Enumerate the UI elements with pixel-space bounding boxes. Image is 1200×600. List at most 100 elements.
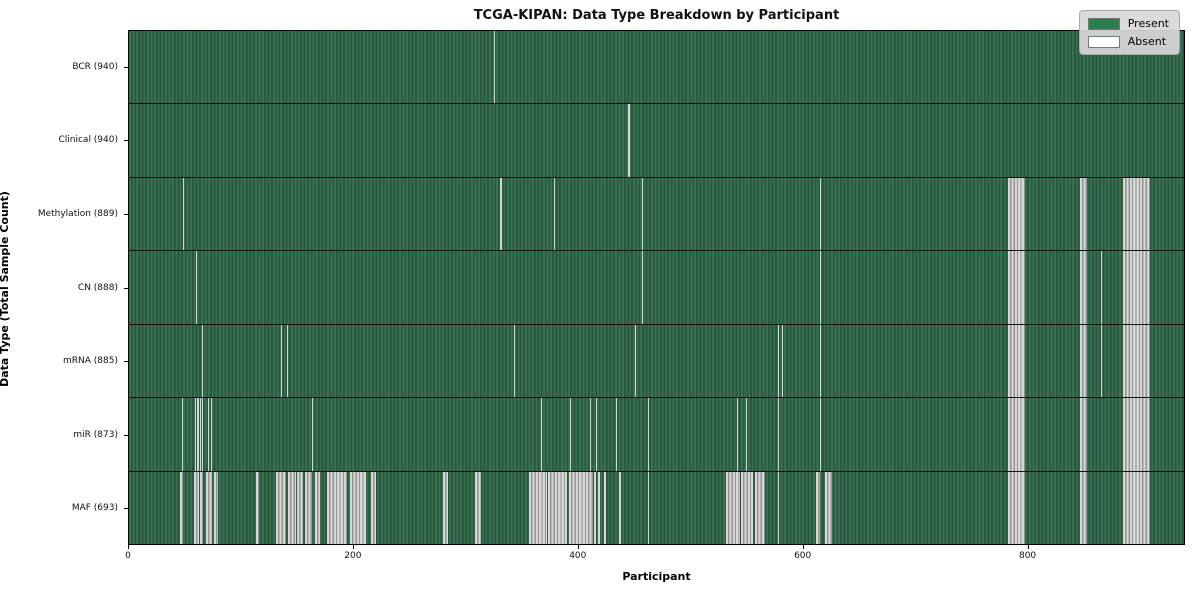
absent-stripe [210,398,213,471]
row-BCR [129,31,1184,104]
row-Clinical [129,103,1184,177]
absent-stripe [350,471,366,544]
absent-stripe [1100,251,1103,324]
absent-stripe [590,398,592,471]
y-tick-mark [124,66,128,68]
absent-stripe [288,471,297,544]
y-tick-mark [124,434,128,436]
absent-stripe [777,324,779,398]
absent-stripe [568,471,593,544]
row-miR [129,397,1184,471]
absent-stripe [540,398,542,471]
absent-stripe [641,177,644,251]
absent-stripe [815,471,821,544]
absent-stripe [513,324,516,398]
absent-stripe [820,177,822,251]
chart-title: TCGA-KIPAN: Data Type Breakdown by Parti… [473,8,840,23]
absent-stripe [603,471,606,544]
absent-stripe [1123,251,1151,324]
y-tick-mark [124,361,128,363]
absent-stripe [1123,177,1151,251]
absent-stripe [737,398,739,471]
absent-stripe [820,251,822,324]
absent-stripe [1007,177,1025,251]
absent-stripe [628,104,630,177]
absent-stripe [311,398,314,471]
absent-stripe [726,471,740,544]
x-tick-mark [802,545,804,549]
absent-stripe [179,471,183,544]
absent-stripe [746,398,748,471]
absent-stripe [199,471,204,544]
absent-stripe [1079,324,1088,398]
absent-stripe [740,471,754,544]
absent-stripe [616,398,618,471]
absent-stripe [196,251,198,324]
absent-stripe [280,324,282,398]
x-axis-label: Participant [622,570,691,583]
absent-stripe [297,471,303,544]
absent-stripe [1079,471,1088,544]
absent-stripe [1123,471,1151,544]
absent-stripe [305,471,312,544]
present-swatch-icon [1087,17,1120,30]
absent-stripe [820,324,822,398]
x-tick-mark [577,545,579,549]
absent-stripe [206,471,213,544]
x-tick-label-400: 400 [569,551,587,561]
y-tick-mark [124,287,128,289]
absent-stripe [207,398,209,471]
absent-stripe [255,471,260,544]
absent-stripe [755,471,766,544]
legend-label-present: Present [1127,17,1169,30]
x-tick-mark [128,545,129,549]
y-tick-label-miR: miR (873) [73,429,118,440]
absent-stripe [315,471,320,544]
row-MAF [129,470,1184,544]
absent-stripe [194,471,199,544]
absent-stripe [1007,398,1025,471]
row-Methylation [129,176,1184,251]
y-tick-label-mRNA: mRNA (885) [63,356,118,367]
absent-stripe [1123,324,1151,398]
x-tick-label-200: 200 [344,551,362,561]
legend: Present Absent [1078,10,1180,55]
absent-stripe [619,471,621,544]
legend-entry-present: Present [1087,17,1169,30]
absent-stripe [443,471,448,544]
absent-stripe [1079,398,1088,471]
absent-stripe [641,251,644,324]
absent-stripe [199,398,201,471]
y-tick-label-MAF: MAF (693) [71,503,118,514]
absent-stripe [635,324,637,398]
x-tick-label-800: 800 [1018,551,1037,561]
absent-stripe [782,324,784,398]
absent-stripe [777,398,779,471]
x-tick-label-0: 0 [125,551,131,561]
absent-stripe [197,398,199,471]
y-tick-mark [124,508,128,510]
absent-stripe [371,471,376,544]
y-tick-label-Methylation: Methylation (889) [37,208,118,219]
absent-stripe [1079,177,1088,251]
absent-stripe [201,324,204,398]
absent-stripe [570,398,572,471]
absent-stripe [1079,251,1088,324]
absent-stripe [181,398,183,471]
x-tick-label-600: 600 [794,551,812,561]
x-tick-mark [1027,545,1029,549]
absent-swatch-icon [1087,35,1120,48]
absent-stripe [1007,471,1025,544]
absent-stripe [276,471,287,544]
absent-stripe [1123,398,1151,471]
row-mRNA [129,323,1184,398]
absent-stripe [1100,324,1103,398]
absent-stripe [528,471,547,544]
absent-stripe [595,398,597,471]
x-tick-mark [352,545,354,549]
absent-stripe [598,471,601,544]
y-tick-mark [124,213,128,215]
y-tick-label-Clinical: Clinical (940) [58,135,118,146]
absent-stripe [820,398,822,471]
plot-area [128,30,1185,545]
